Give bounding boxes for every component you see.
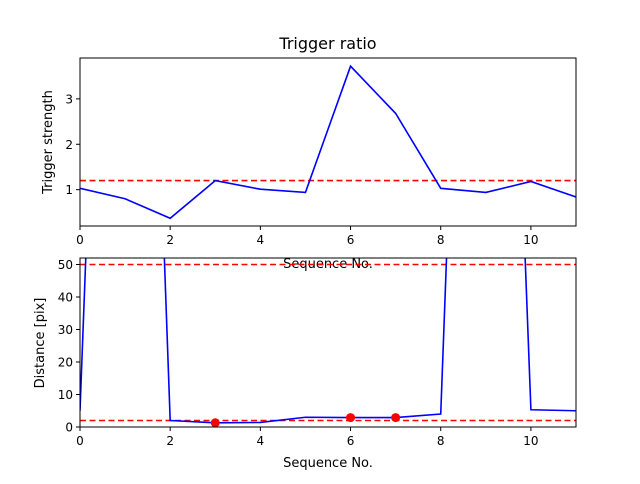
bottom-ytick-label-0: 0 (65, 421, 73, 435)
bottom-marker-point-0 (210, 418, 220, 428)
bottom-ytick-label-4: 40 (58, 291, 73, 305)
bottom-ytick-label-1: 10 (58, 388, 73, 402)
bottom-marker-point-1 (346, 413, 356, 423)
top-ytick-label-2: 3 (65, 92, 73, 106)
top-ytick-label-0: 1 (65, 183, 73, 197)
bottom-xlabel: Sequence No. (283, 456, 373, 471)
bottom-ylabel: Distance [pix] (33, 298, 48, 389)
bottom-ytick-label-5: 50 (58, 258, 73, 272)
top-xtick-label-1: 2 (166, 233, 174, 247)
top-series-line-0 (80, 64, 576, 220)
bottom-xtick-label-4: 8 (437, 434, 445, 448)
bottom-plot-area (80, 258, 576, 424)
top-chart-title: Trigger ratio (278, 34, 376, 53)
top-xtick-label-5: 10 (523, 233, 538, 247)
bottom-axes-frame (79, 257, 577, 428)
bottom-ytick-label-2: 20 (58, 356, 73, 370)
top-xtick-label-3: 6 (347, 233, 355, 247)
top-xtick-label-0: 0 (76, 233, 84, 247)
top-axes: Trigger ratio Trigger strength Sequence … (41, 34, 577, 272)
bottom-marker-point-2 (391, 413, 401, 423)
bottom-series-line-0 (80, 258, 576, 424)
top-ytick-label-1: 2 (65, 138, 73, 152)
bottom-xtick-label-5: 10 (523, 434, 538, 448)
top-ylabel: Trigger strength (41, 90, 56, 195)
bottom-xtick-label-1: 2 (166, 434, 174, 448)
bottom-axes: Distance [pix] Sequence No. 0 2 4 6 8 10 0 10 20… (33, 257, 577, 471)
top-axes-frame (79, 57, 577, 227)
top-plot-area (80, 64, 576, 220)
top-xtick-label-4: 8 (437, 233, 445, 247)
bottom-xtick-label-3: 6 (347, 434, 355, 448)
top-xtick-label-2: 4 (257, 233, 265, 247)
bottom-xtick-label-2: 4 (257, 434, 265, 448)
bottom-xtick-label-0: 0 (76, 434, 84, 448)
bottom-ytick-label-3: 30 (58, 323, 73, 337)
